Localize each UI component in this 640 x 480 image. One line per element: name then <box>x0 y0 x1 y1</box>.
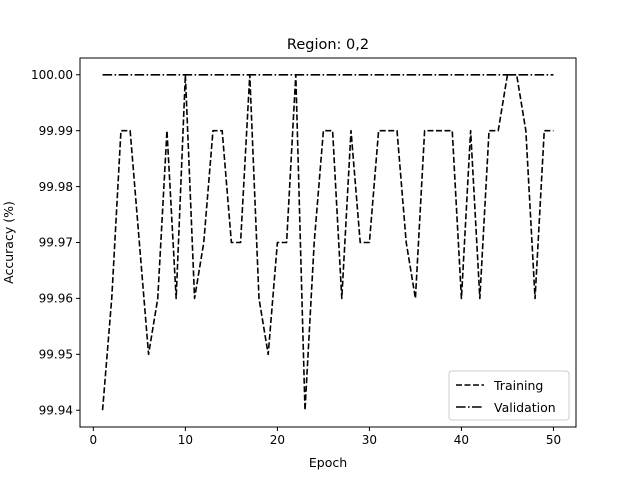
x-tick-label: 10 <box>178 433 193 447</box>
y-axis-label: Accuracy (%) <box>1 201 16 284</box>
x-tick-label: 30 <box>362 433 377 447</box>
plot-series-layer <box>101 73 554 412</box>
chart-title: Region: 0,2 <box>287 37 369 53</box>
series-line-training <box>101 73 554 412</box>
x-axis: 0 10 20 30 40 50 <box>90 427 561 447</box>
x-tick-label: 50 <box>546 433 561 447</box>
y-tick-label: 99.96 <box>39 292 73 306</box>
y-tick-label: 99.97 <box>39 236 73 250</box>
y-tick-label: 100.00 <box>31 68 73 82</box>
x-axis-label: Epoch <box>309 455 347 470</box>
legend-validation-label: Validation <box>494 400 556 415</box>
y-tick-label: 99.98 <box>39 180 73 194</box>
y-tick-label: 99.94 <box>39 403 73 417</box>
y-tick-label: 99.99 <box>39 124 73 138</box>
legend: Training Validation <box>448 370 570 421</box>
y-axis: 99.94 99.95 99.96 99.97 99.98 99.99 100.00 <box>31 68 80 417</box>
x-tick-label: 20 <box>270 433 285 447</box>
legend-training-label: Training <box>493 378 543 393</box>
y-tick-label: 99.95 <box>39 348 73 362</box>
x-tick-label: 0 <box>90 433 98 447</box>
x-tick-label: 40 <box>454 433 469 447</box>
